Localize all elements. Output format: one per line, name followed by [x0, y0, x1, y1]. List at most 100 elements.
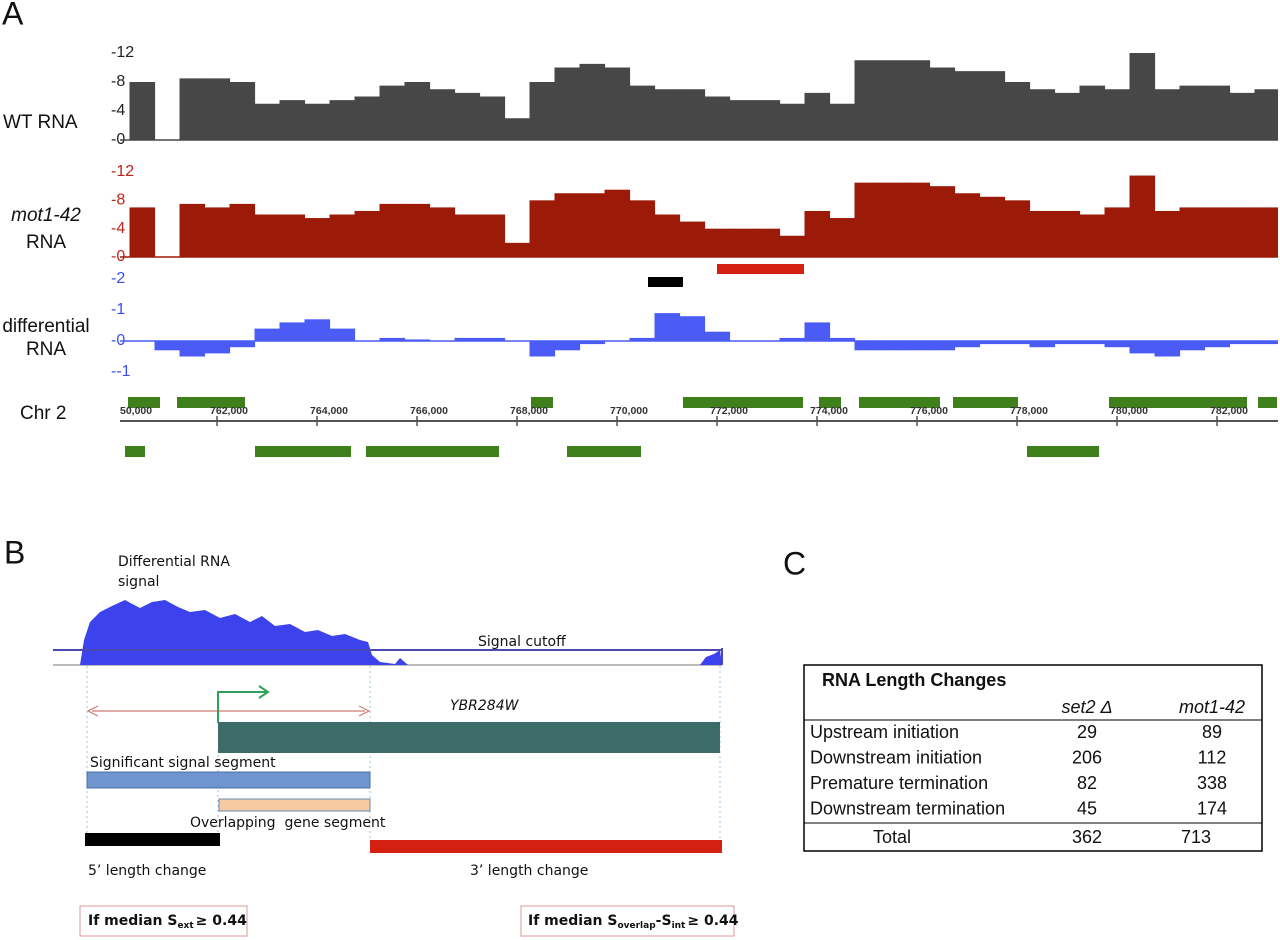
rule-text: If median S — [528, 913, 617, 929]
signal-bar — [179, 341, 206, 357]
chromosome-label: Chr 2 — [20, 403, 66, 424]
x-tick-label: 770,000 — [610, 405, 648, 417]
signal-bar — [404, 82, 431, 140]
gene — [819, 397, 841, 408]
gene — [1258, 397, 1277, 408]
signal-bar — [279, 322, 306, 341]
panel-b: B Differential RNA signal Signal cutoff … — [4, 534, 739, 937]
signal-bar — [1254, 89, 1278, 140]
signal-bar — [1154, 210, 1181, 257]
signal-bar — [904, 60, 931, 140]
signal-bar — [629, 85, 656, 140]
signal-bar — [654, 214, 681, 257]
rule-text: -S — [656, 913, 672, 929]
gene-label: YBR284W — [450, 698, 520, 714]
three-prime-bar — [370, 840, 722, 853]
x-tick-label: 774,000 — [810, 405, 848, 417]
signal-bar — [354, 96, 381, 140]
panel-a: WT RNA -12 -8 -4 -0 mot1-42 RNA -12 -8 -4 -0 differ… — [2, 44, 134, 424]
signal-bar — [1254, 341, 1278, 345]
signal-bar — [604, 189, 631, 257]
signal-bar — [504, 242, 531, 257]
signal-bar — [379, 203, 406, 257]
signal-bar — [979, 71, 1006, 140]
signal-area — [80, 600, 722, 665]
signal-bar — [779, 103, 806, 140]
signal-bar — [1179, 341, 1206, 351]
rule-5: If median Sext ≥ 0.44 — [88, 913, 247, 931]
signal-bar — [404, 339, 431, 341]
signal-bar — [979, 196, 1006, 257]
signal-bar — [454, 92, 481, 140]
gene — [366, 446, 499, 457]
five-prime-bar — [85, 833, 220, 846]
gene — [255, 446, 351, 457]
gene — [1109, 397, 1247, 408]
signal-bar — [729, 100, 756, 140]
signal-bar — [279, 214, 306, 257]
column-header: mot1-42 — [1179, 697, 1245, 717]
signal-bar — [304, 319, 331, 341]
y-tick-label: -4 — [111, 220, 125, 237]
signal-bar — [1154, 89, 1181, 140]
signal-bar — [579, 193, 606, 257]
signal-bar — [829, 103, 856, 140]
signal-bar — [1029, 89, 1056, 140]
signal-bar — [1004, 82, 1031, 140]
signal-bar — [254, 103, 281, 140]
panel-label: C — [783, 545, 806, 581]
signal-bar — [1104, 207, 1131, 257]
signal-bar — [629, 200, 656, 257]
gene-bar — [218, 722, 720, 753]
cell: 45 — [1077, 798, 1097, 818]
gene — [953, 397, 1018, 408]
signal-bar — [854, 60, 881, 140]
signal-bar — [154, 341, 181, 351]
x-tick-label: 772,000 — [710, 405, 748, 417]
table-frame — [803, 664, 1263, 852]
signal-bar — [979, 341, 1006, 345]
signal-bar — [229, 203, 256, 257]
track-name: RNA — [26, 232, 66, 253]
signal-bar — [679, 89, 706, 140]
three-prime-label: 3’ length change — [470, 863, 588, 879]
y-tick-label: --1 — [111, 363, 131, 380]
signal-bar — [779, 235, 806, 257]
rule-sub: ext — [177, 921, 194, 931]
significant-label: Significant signal segment — [90, 755, 276, 771]
track-name: mot1-42 — [11, 205, 81, 226]
signal-bar — [954, 71, 981, 140]
y-tick-label: -8 — [111, 73, 125, 90]
signal-bar — [1179, 85, 1206, 140]
signal-bar — [229, 82, 256, 140]
length-change-segment — [717, 264, 804, 274]
signal-bar — [904, 341, 931, 351]
signal-bar — [854, 341, 881, 351]
gene — [177, 397, 245, 408]
guides — [86, 666, 721, 842]
overlap-bar — [218, 798, 371, 812]
signal-bar — [629, 337, 656, 341]
gene — [567, 446, 641, 457]
signal-bar — [1054, 341, 1081, 345]
signal-bar — [179, 203, 206, 257]
cell: 206 — [1072, 747, 1102, 767]
rule-sub: overlap — [617, 921, 656, 931]
signal-bar — [904, 182, 931, 257]
signal-bar — [404, 203, 431, 257]
signal-bar — [379, 337, 406, 341]
rule-3: If median Soverlap-Sint ≥ 0.44 — [528, 913, 739, 931]
y-tick-label: -2 — [111, 270, 125, 287]
significant-bar — [86, 771, 371, 789]
signal-bar — [854, 182, 881, 257]
signal-bar — [129, 207, 156, 257]
signal-bar — [1179, 207, 1206, 257]
x-tick-label: 780,000 — [1110, 405, 1148, 417]
signal-bar — [804, 322, 831, 341]
signal-bar — [1054, 92, 1081, 140]
signal-bar — [579, 341, 606, 345]
rule-text: ≥ 0.44 — [196, 913, 247, 929]
signal-bar — [679, 316, 706, 341]
signal-bar — [1229, 341, 1256, 345]
x-tick-label: 782,000 — [1210, 405, 1248, 417]
